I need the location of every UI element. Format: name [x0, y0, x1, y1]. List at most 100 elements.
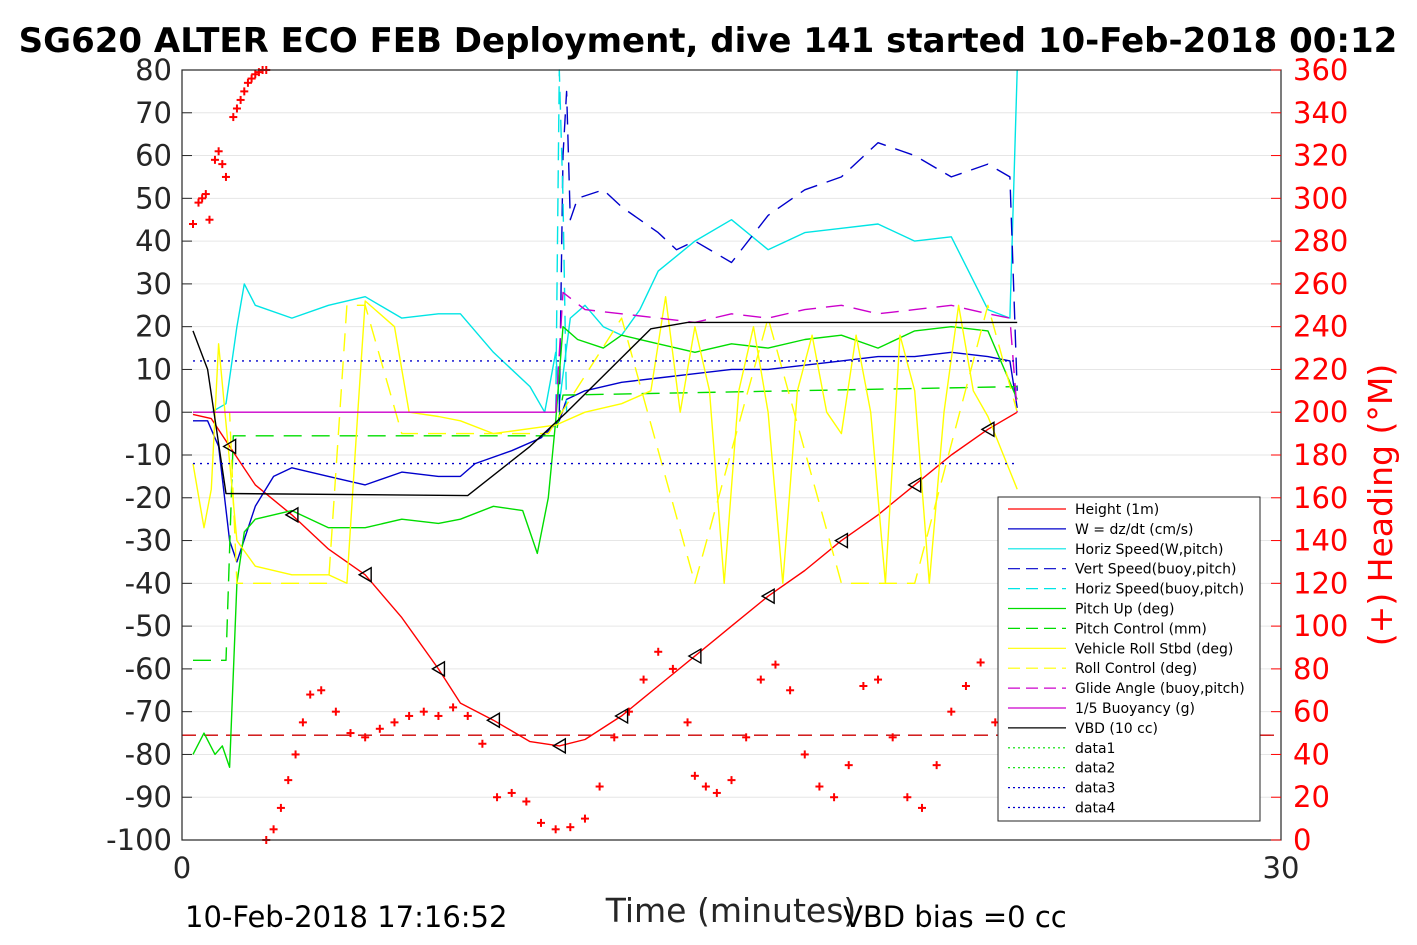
height-triangle-marker [614, 707, 629, 725]
heading-marker [800, 750, 809, 759]
heading-marker [201, 190, 210, 199]
legend-label: 1/5 Buoyancy (g) [1075, 701, 1195, 717]
heading-marker [522, 797, 531, 806]
left-tick-label: -20 [125, 481, 172, 515]
left-tick-label: 50 [135, 181, 172, 215]
series-line-4 [555, 69, 568, 413]
legend-entry: Pitch Control (mm) [1008, 621, 1207, 637]
left-tick-label: -100 [106, 823, 172, 857]
heading-marker [771, 660, 780, 669]
left-tick-label: 60 [135, 139, 172, 173]
legend-entry: Vehicle Roll Stbd (deg) [1008, 641, 1233, 657]
left-tick-label: 30 [135, 267, 172, 301]
left-tick-label: -30 [125, 524, 172, 558]
heading-marker [917, 803, 926, 812]
heading-marker [434, 711, 443, 720]
x-axis-label: Time (minutes) [605, 891, 857, 930]
x-axis: 0 30 [173, 830, 1300, 885]
legend-entry: data3 [1008, 781, 1115, 797]
heading-marker [595, 782, 604, 791]
heading-marker [188, 220, 197, 228]
left-y-axis: 80 70 60 50 40 30 20 10 0 -10 -20 -30 -40 -50 -60 -70 -8… [106, 53, 192, 857]
legend-label: W = dz/dt (cm/s) [1075, 522, 1194, 538]
heading-marker [976, 658, 985, 667]
legend-label: Horiz Speed(W,pitch) [1075, 542, 1223, 558]
legend-label: Horiz Speed(buoy,pitch) [1075, 582, 1244, 598]
heading-marker [478, 739, 487, 748]
right-tick-label: 40 [1293, 737, 1330, 771]
heading-markers [188, 66, 1014, 844]
legend-label: data1 [1075, 741, 1115, 757]
left-tick-label: -50 [125, 609, 172, 643]
series-line-0 [192, 411, 1018, 747]
legend-label: data4 [1075, 801, 1116, 817]
legend-entry: data1 [1008, 741, 1115, 757]
heading-marker [844, 761, 853, 770]
right-tick-label: 260 [1293, 267, 1348, 301]
heading-marker [668, 664, 677, 673]
heading-marker [888, 733, 897, 742]
legend-label: Vert Speed(buoy,pitch) [1075, 562, 1237, 578]
right-tick-label: 220 [1293, 352, 1348, 386]
legend-entry: Height (1m) [1008, 502, 1159, 518]
heading-marker [830, 793, 839, 802]
x-tick-label: 30 [1263, 851, 1300, 885]
heading-marker [306, 690, 315, 699]
heading-marker [874, 675, 883, 684]
heading-marker [624, 707, 633, 716]
height-triangle-marker [485, 712, 501, 729]
heading-marker [683, 718, 692, 727]
heading-marker [961, 682, 970, 690]
heading-marker [291, 750, 300, 759]
legend-entry: Vert Speed(buoy,pitch) [1008, 562, 1237, 578]
right-tick-label: 100 [1293, 609, 1348, 643]
heading-marker [269, 825, 278, 834]
height-triangle-marker [431, 660, 446, 678]
heading-marker [566, 823, 575, 832]
height-triangle-marker [834, 532, 849, 549]
heading-marker [690, 771, 699, 780]
legend-label: VBD (10 cc) [1075, 721, 1158, 737]
legend-label: Vehicle Roll Stbd (deg) [1075, 641, 1233, 657]
right-tick-label: 160 [1293, 481, 1348, 515]
heading-marker [218, 160, 227, 169]
heading-marker [298, 718, 307, 727]
right-tick-label: 0 [1293, 823, 1311, 857]
x-tick-label: 0 [173, 851, 191, 885]
heading-marker [701, 782, 710, 791]
right-y-axis: 3603403203002802602402202001801601401201… [1271, 53, 1348, 857]
heading-marker [932, 761, 941, 770]
heading-marker [537, 818, 546, 827]
heading-marker [742, 733, 751, 742]
heading-marker [214, 147, 223, 156]
heading-marker [727, 776, 736, 785]
right-tick-label: 180 [1293, 438, 1348, 472]
series-line-7 [192, 296, 1018, 584]
left-tick-label: -40 [125, 566, 172, 600]
heading-marker [610, 733, 619, 742]
height-triangle-marker [357, 566, 372, 583]
left-tick-label: 40 [135, 224, 172, 258]
heading-marker [243, 78, 252, 87]
heading-marker [232, 104, 241, 113]
left-tick-label: 20 [135, 310, 172, 344]
height-triangle-marker [284, 506, 299, 524]
height-triangle-marker [222, 438, 237, 455]
series-line-11 [192, 321, 1018, 497]
heading-marker [449, 703, 458, 712]
heading-marker [580, 814, 589, 823]
legend-label: data3 [1075, 781, 1115, 797]
legend-label: Pitch Control (mm) [1075, 621, 1207, 637]
heading-marker [205, 215, 214, 224]
legend-box [997, 496, 1261, 822]
right-tick-label: 360 [1293, 53, 1348, 87]
height-triangle-marker [760, 587, 775, 605]
left-tick-label: -60 [125, 652, 172, 686]
heading-marker [712, 788, 721, 797]
heading-marker [194, 198, 203, 207]
heading-marker [236, 95, 245, 104]
heading-marker [346, 729, 355, 738]
heading-marker [947, 707, 956, 716]
series-line-9 [555, 291, 1018, 413]
heading-marker [859, 682, 868, 690]
